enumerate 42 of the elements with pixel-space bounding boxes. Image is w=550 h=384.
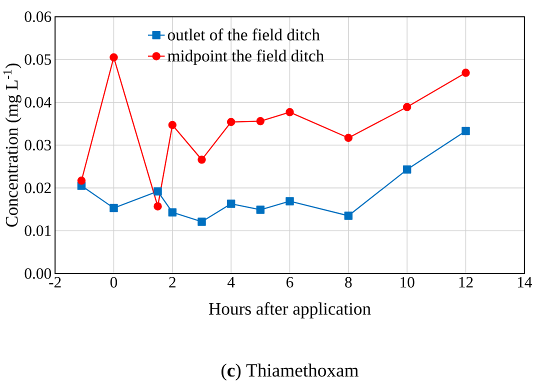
y-tick-label: 0.04: [24, 97, 52, 108]
y-tick-label: 0.03: [24, 140, 52, 151]
point: [462, 127, 470, 136]
y-axis-title: Concentration (mg L$^{-1}$): [3, 64, 22, 227]
point: [198, 218, 206, 226]
x-tick-label: 4: [227, 277, 235, 288]
point: [462, 68, 470, 78]
y-tick-label: 0.06: [24, 12, 52, 22]
x-tick-label: 12: [459, 277, 473, 288]
x-tick-label: -2: [49, 277, 61, 288]
point: [226, 118, 236, 126]
point: [226, 200, 236, 208]
x-axis-title: Hours after application: [208, 302, 371, 318]
x-tick-label: 8: [345, 277, 352, 288]
point: [402, 103, 412, 112]
y-tick-label: 0.01: [24, 226, 51, 236]
point: [344, 134, 353, 142]
x-tick-label: 0: [110, 277, 118, 288]
x-tick-label: 10: [400, 277, 414, 288]
point: [168, 208, 177, 217]
legend-label: midpoint the field ditch: [168, 50, 324, 66]
point: [256, 206, 265, 214]
point: [110, 204, 118, 212]
point: [168, 121, 177, 130]
point: [154, 187, 162, 196]
point: [77, 176, 86, 185]
y-tick-label: 0.05: [24, 54, 52, 65]
point: [110, 53, 118, 62]
text: (c) Thiamethoxam: [222, 364, 358, 381]
point: [154, 202, 162, 211]
point: [402, 166, 412, 174]
point: [286, 108, 294, 116]
y-tick-label: 0.02: [24, 182, 51, 194]
point: [286, 197, 294, 206]
legend-label: outlet of the field ditch: [168, 28, 320, 41]
point: [344, 212, 353, 220]
y-tick-label: 0.00: [24, 268, 52, 279]
x-tick-label: 2: [169, 277, 176, 288]
x-tick-label: 14: [518, 277, 532, 288]
point: [256, 117, 265, 126]
point: [198, 156, 206, 164]
x-tick-label: 6: [286, 277, 294, 288]
